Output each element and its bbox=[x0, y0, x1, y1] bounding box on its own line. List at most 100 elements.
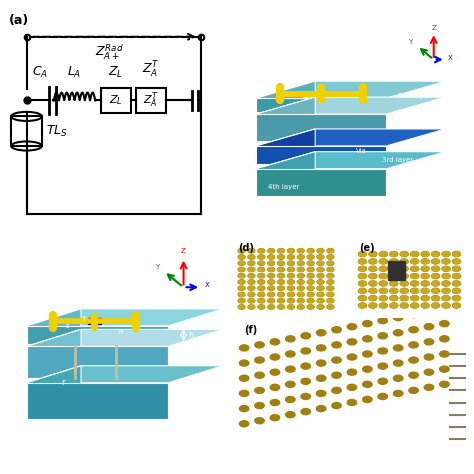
Circle shape bbox=[318, 274, 323, 278]
Circle shape bbox=[258, 268, 264, 271]
Circle shape bbox=[278, 249, 284, 253]
Circle shape bbox=[453, 259, 460, 264]
Circle shape bbox=[452, 296, 461, 301]
Circle shape bbox=[347, 384, 356, 391]
Text: a: a bbox=[192, 289, 197, 295]
Circle shape bbox=[401, 266, 408, 271]
Circle shape bbox=[327, 261, 334, 265]
Text: g: g bbox=[78, 293, 84, 303]
Circle shape bbox=[278, 292, 284, 296]
Circle shape bbox=[301, 363, 310, 369]
Text: $Z_A^T$: $Z_A^T$ bbox=[143, 91, 159, 110]
Circle shape bbox=[301, 409, 310, 415]
Circle shape bbox=[258, 249, 264, 253]
Circle shape bbox=[238, 267, 245, 272]
Circle shape bbox=[238, 305, 245, 309]
Circle shape bbox=[390, 274, 397, 278]
Circle shape bbox=[317, 273, 324, 278]
Circle shape bbox=[307, 292, 314, 297]
Circle shape bbox=[401, 303, 408, 308]
Circle shape bbox=[453, 252, 460, 256]
Circle shape bbox=[359, 259, 366, 264]
Bar bbox=[100, 88, 131, 113]
Circle shape bbox=[422, 266, 428, 271]
Circle shape bbox=[297, 286, 304, 291]
Circle shape bbox=[453, 296, 460, 301]
Circle shape bbox=[422, 259, 428, 264]
Circle shape bbox=[363, 381, 372, 387]
Text: (e): (e) bbox=[359, 243, 374, 253]
Circle shape bbox=[278, 286, 284, 291]
Circle shape bbox=[393, 315, 403, 320]
Circle shape bbox=[268, 280, 274, 284]
Circle shape bbox=[278, 299, 284, 303]
Circle shape bbox=[297, 255, 304, 259]
Circle shape bbox=[258, 299, 264, 302]
Circle shape bbox=[258, 262, 264, 265]
Text: 3rd layer: 3rd layer bbox=[382, 156, 413, 163]
Circle shape bbox=[332, 372, 341, 378]
Circle shape bbox=[411, 303, 418, 308]
Circle shape bbox=[369, 259, 377, 264]
Circle shape bbox=[268, 299, 274, 302]
Circle shape bbox=[421, 259, 429, 264]
Circle shape bbox=[278, 248, 284, 253]
Circle shape bbox=[380, 289, 387, 293]
Circle shape bbox=[390, 303, 397, 308]
Polygon shape bbox=[256, 146, 386, 164]
Circle shape bbox=[379, 252, 387, 256]
Circle shape bbox=[390, 252, 397, 256]
Circle shape bbox=[359, 274, 366, 278]
Circle shape bbox=[238, 292, 245, 296]
Circle shape bbox=[452, 288, 461, 293]
Circle shape bbox=[248, 286, 255, 291]
Circle shape bbox=[248, 280, 255, 284]
Circle shape bbox=[432, 259, 439, 264]
Circle shape bbox=[285, 381, 295, 387]
Circle shape bbox=[380, 303, 387, 308]
Circle shape bbox=[316, 330, 326, 336]
Circle shape bbox=[258, 280, 265, 284]
Text: t: t bbox=[18, 390, 21, 399]
Circle shape bbox=[409, 327, 419, 333]
Circle shape bbox=[400, 296, 408, 301]
Circle shape bbox=[390, 259, 397, 264]
Circle shape bbox=[288, 305, 294, 309]
Circle shape bbox=[248, 299, 255, 302]
Circle shape bbox=[432, 303, 439, 308]
Circle shape bbox=[359, 266, 366, 271]
Circle shape bbox=[411, 266, 418, 271]
Polygon shape bbox=[256, 97, 315, 141]
Circle shape bbox=[332, 402, 341, 409]
Circle shape bbox=[307, 299, 314, 303]
Text: w: w bbox=[118, 328, 124, 334]
Circle shape bbox=[288, 274, 294, 278]
Circle shape bbox=[421, 296, 429, 301]
Circle shape bbox=[369, 273, 377, 279]
Circle shape bbox=[258, 274, 264, 278]
Circle shape bbox=[421, 288, 429, 293]
Text: $TL_S$: $TL_S$ bbox=[46, 124, 68, 139]
Circle shape bbox=[268, 286, 274, 290]
Circle shape bbox=[258, 261, 265, 265]
Circle shape bbox=[298, 249, 304, 253]
Circle shape bbox=[248, 286, 255, 290]
Circle shape bbox=[379, 296, 387, 301]
Circle shape bbox=[268, 305, 274, 309]
Circle shape bbox=[452, 252, 461, 256]
Text: X: X bbox=[448, 55, 453, 61]
Circle shape bbox=[409, 372, 419, 378]
Circle shape bbox=[369, 288, 377, 293]
Circle shape bbox=[400, 281, 408, 286]
Polygon shape bbox=[256, 81, 315, 112]
Circle shape bbox=[380, 252, 387, 256]
Circle shape bbox=[327, 273, 334, 278]
Circle shape bbox=[238, 268, 245, 271]
Circle shape bbox=[409, 311, 419, 318]
Circle shape bbox=[308, 299, 313, 302]
Circle shape bbox=[298, 255, 304, 259]
Text: Via: Via bbox=[356, 147, 366, 154]
Circle shape bbox=[369, 281, 377, 286]
Circle shape bbox=[369, 274, 376, 278]
Circle shape bbox=[308, 262, 313, 265]
